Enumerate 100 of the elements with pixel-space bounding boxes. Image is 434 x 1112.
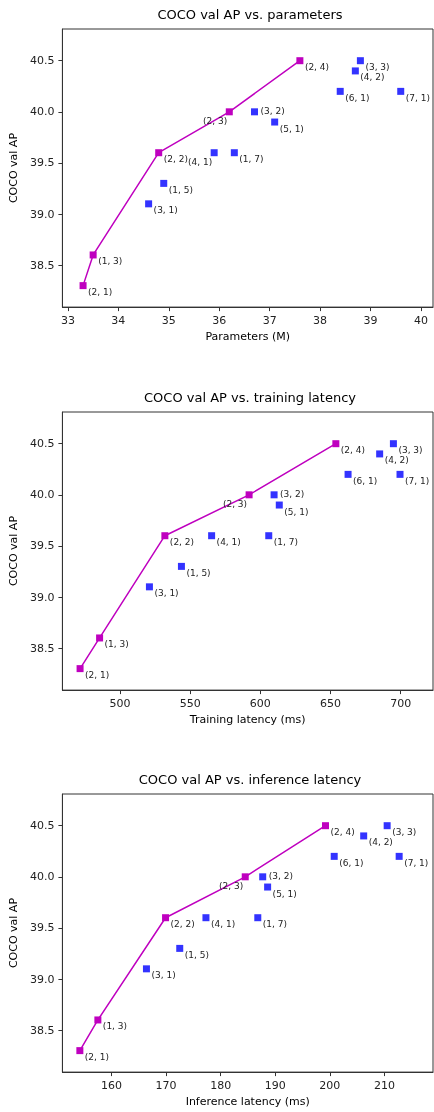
annotation: (3, 2) bbox=[268, 871, 293, 882]
annotation: (4, 1) bbox=[210, 919, 236, 930]
point bbox=[251, 108, 258, 116]
x-tick-label: 36 bbox=[212, 314, 227, 328]
point bbox=[177, 562, 185, 570]
annotation: (1, 5) bbox=[184, 949, 209, 960]
point bbox=[270, 491, 278, 499]
point bbox=[356, 57, 364, 65]
annotation: (1, 3) bbox=[98, 256, 123, 267]
annotation: (5, 1) bbox=[284, 506, 309, 517]
point bbox=[389, 440, 397, 448]
x-tick-label: 40 bbox=[413, 314, 428, 328]
y-axis-title: COCO val AP bbox=[7, 515, 20, 587]
x-tick-label: 37 bbox=[262, 314, 277, 328]
point bbox=[336, 87, 344, 95]
point bbox=[241, 873, 249, 881]
point bbox=[259, 873, 267, 881]
point bbox=[360, 832, 368, 840]
point bbox=[225, 108, 233, 116]
annotation: (6, 1) bbox=[345, 92, 370, 103]
point bbox=[142, 965, 150, 973]
y-axis-title: COCO val AP bbox=[7, 132, 20, 204]
annotation: (4, 2) bbox=[360, 72, 385, 83]
point bbox=[230, 149, 238, 157]
annotation: (7, 1) bbox=[405, 475, 430, 486]
x-tick-label: 34 bbox=[111, 314, 126, 328]
y-tick-label: 40.5 bbox=[29, 437, 55, 451]
x-tick-label: 650 bbox=[320, 697, 342, 711]
annotation: (1, 3) bbox=[104, 639, 129, 650]
point bbox=[96, 634, 104, 642]
point bbox=[395, 852, 403, 860]
point bbox=[245, 491, 253, 499]
point bbox=[145, 583, 153, 591]
annotation: (3, 1) bbox=[153, 205, 178, 216]
y-tick-label: 38.5 bbox=[29, 258, 55, 272]
annotation: (4, 1) bbox=[187, 157, 213, 168]
point bbox=[376, 450, 384, 458]
y-tick-label: 40.0 bbox=[29, 105, 55, 119]
x-tick-label: 600 bbox=[249, 697, 271, 711]
annotation: (2, 2) bbox=[163, 154, 188, 165]
x-tick-label: 500 bbox=[109, 697, 131, 711]
annotation: (4, 2) bbox=[368, 837, 393, 848]
y-tick-label: 40.0 bbox=[29, 488, 55, 502]
x-tick-label: 190 bbox=[264, 1079, 286, 1093]
point bbox=[296, 57, 304, 65]
annotation: (2, 4) bbox=[330, 827, 355, 838]
annotation: (3, 1) bbox=[154, 588, 179, 599]
annotation: (7, 1) bbox=[404, 857, 429, 868]
x-tick-label: 33 bbox=[60, 314, 75, 328]
chart-title: COCO val AP vs. training latency bbox=[144, 390, 357, 405]
x-tick-label: 180 bbox=[210, 1079, 232, 1093]
annotation: (2, 1) bbox=[84, 1052, 110, 1063]
annotation: (7, 1) bbox=[405, 92, 430, 103]
point bbox=[210, 149, 218, 157]
x-axis-title: Inference latency (ms) bbox=[185, 1095, 310, 1108]
annotation: (3, 2) bbox=[260, 106, 285, 117]
x-tick-label: 39 bbox=[363, 314, 378, 328]
point bbox=[275, 501, 283, 509]
x-tick-label: 200 bbox=[319, 1079, 341, 1093]
y-tick-label: 39.5 bbox=[29, 539, 55, 553]
y-axis-title: COCO val AP bbox=[7, 897, 20, 969]
x-tick-label: 170 bbox=[155, 1079, 177, 1093]
annotation: (6, 1) bbox=[353, 475, 378, 486]
annotation: (3, 2) bbox=[280, 489, 305, 500]
y-tick-label: 38.5 bbox=[29, 1023, 55, 1037]
point bbox=[162, 914, 170, 922]
annotation: (1, 5) bbox=[186, 567, 211, 578]
annotation: (1, 7) bbox=[239, 154, 264, 165]
y-tick-label: 39.0 bbox=[29, 590, 55, 604]
point bbox=[397, 87, 405, 95]
point bbox=[332, 440, 340, 448]
point bbox=[351, 67, 359, 75]
annotation: (3, 3) bbox=[392, 827, 417, 838]
point bbox=[79, 282, 87, 290]
annotation: (1, 3) bbox=[102, 1021, 128, 1032]
y-tick-label: 40.0 bbox=[29, 870, 55, 884]
annotation: (3, 3) bbox=[365, 62, 390, 73]
x-tick-label: 550 bbox=[179, 697, 201, 711]
annotation: (1, 5) bbox=[168, 184, 193, 195]
annotation: (5, 1) bbox=[279, 123, 304, 134]
annotation: (3, 1) bbox=[151, 970, 176, 981]
annotation: (1, 7) bbox=[273, 537, 298, 548]
y-tick-label: 39.0 bbox=[29, 207, 55, 221]
point bbox=[160, 179, 168, 187]
annotation: (3, 3) bbox=[398, 445, 423, 456]
y-tick-label: 40.5 bbox=[29, 54, 55, 68]
annotation: (2, 1) bbox=[85, 670, 110, 681]
point bbox=[396, 470, 404, 478]
x-tick-label: 700 bbox=[390, 697, 412, 711]
x-axis-title: Parameters (M) bbox=[205, 330, 290, 343]
point bbox=[145, 200, 153, 208]
point bbox=[265, 532, 273, 540]
x-tick-label: 210 bbox=[373, 1079, 395, 1093]
y-tick-label: 38.5 bbox=[29, 641, 55, 655]
chart-title: COCO val AP vs. parameters bbox=[157, 7, 343, 22]
x-tick-label: 35 bbox=[161, 314, 176, 328]
annotation: (6, 1) bbox=[339, 857, 364, 868]
y-tick-label: 39.0 bbox=[29, 972, 55, 986]
annotation: (4, 2) bbox=[384, 455, 409, 466]
chart-title: COCO val AP vs. inference latency bbox=[138, 772, 362, 787]
